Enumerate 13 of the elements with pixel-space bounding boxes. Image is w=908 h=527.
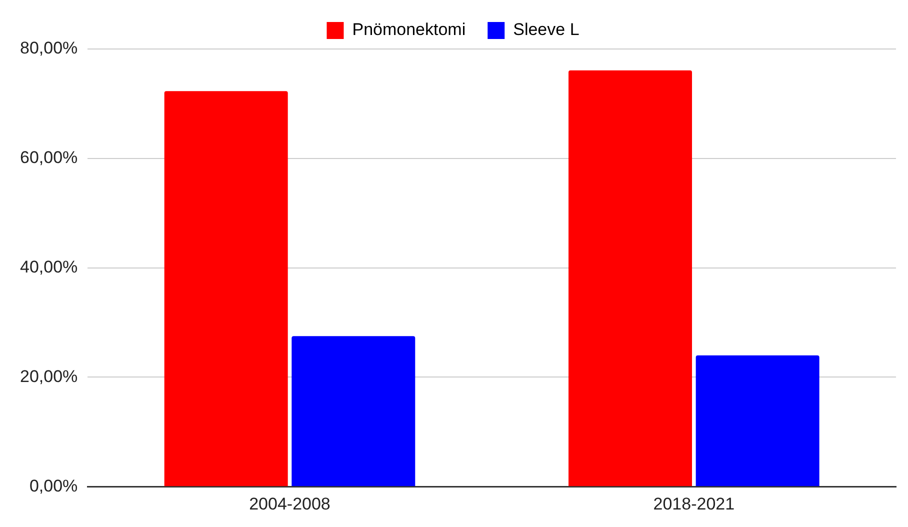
x-tick-label: 2004-2008: [249, 494, 330, 514]
bar: [292, 336, 416, 486]
bar: [164, 91, 288, 486]
bar: [568, 70, 692, 486]
legend-label: Pnömonektomi: [352, 20, 466, 40]
y-tick-label: 40,00%: [20, 257, 78, 276]
bar: [696, 355, 820, 486]
y-tick-label: 0,00%: [29, 476, 78, 496]
y-tick-label: 20,00%: [20, 366, 78, 386]
y-tick-label: 60,00%: [20, 148, 78, 168]
y-tick-label: 80,00%: [20, 38, 78, 58]
x-tick-label: 2018-2021: [653, 494, 735, 514]
legend-label: Sleeve L: [513, 20, 580, 40]
